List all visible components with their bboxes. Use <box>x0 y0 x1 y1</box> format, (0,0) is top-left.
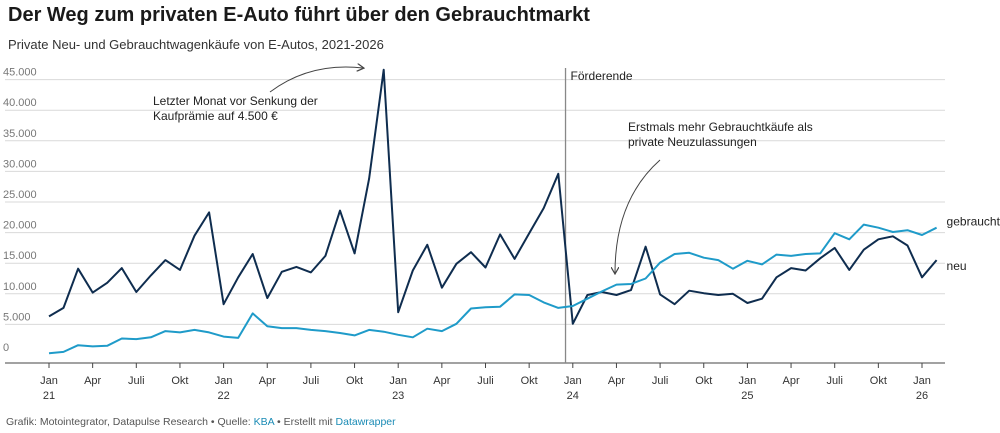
series-lines <box>48 68 938 355</box>
x-tick-label: Jan <box>739 375 757 387</box>
x-tick-label: Jan <box>40 375 58 387</box>
footer-middle: • Erstellt mit <box>274 416 336 428</box>
x-tick-label: Jan <box>564 375 582 387</box>
x-tick-label: Juli <box>826 375 843 387</box>
x-tick-label: Juli <box>477 375 494 387</box>
x-tick-label: Juli <box>303 375 320 387</box>
series-labels: neu gebraucht <box>947 215 1000 273</box>
chart-title: Der Weg zum privaten E-Auto führt über d… <box>8 4 590 26</box>
grid-lines <box>5 79 945 364</box>
annotation-peak-text: Letzter Monat vor Senkung der <box>153 94 318 108</box>
x-tick-label: Okt <box>521 375 538 387</box>
source-link[interactable]: KBA <box>253 416 275 428</box>
chart-subtitle: Private Neu- und Gebrauchtwagenkäufe von… <box>8 37 384 52</box>
x-tick-year: 26 <box>916 390 928 402</box>
x-tick-label: Apr <box>84 375 101 387</box>
series-label-gebraucht: gebraucht <box>947 215 1000 229</box>
y-tick-label: 10.000 <box>3 281 37 293</box>
x-tick-label: Apr <box>433 375 450 387</box>
series-line-gebraucht <box>48 223 938 355</box>
x-tick-year: 24 <box>567 390 579 402</box>
y-tick-label: 30.000 <box>3 158 37 170</box>
series-label-neu: neu <box>947 259 967 273</box>
datawrapper-link[interactable]: Datawrapper <box>335 416 396 428</box>
x-tick-label: Okt <box>695 375 712 387</box>
x-tick-label: Apr <box>259 375 276 387</box>
x-tick-label: Apr <box>782 375 799 387</box>
y-tick-label: 40.000 <box>3 97 37 109</box>
y-tick-label: 45.000 <box>3 67 37 79</box>
y-tick-label: 25.000 <box>3 189 37 201</box>
y-tick-label: 5.000 <box>3 311 31 323</box>
x-tick-label: Okt <box>346 375 363 387</box>
footer-prefix: Grafik: Motointegrator, Datapulse Resear… <box>6 416 254 428</box>
y-tick-label: 35.000 <box>3 128 37 140</box>
annotation-crossover-text: private Neuzulassungen <box>628 135 757 149</box>
x-tick-year: 25 <box>741 390 753 402</box>
x-tick-label: Okt <box>870 375 887 387</box>
annotation-crossover-arrow <box>615 159 661 273</box>
x-tick-label: Jan <box>913 375 931 387</box>
x-tick-label: Jan <box>389 375 407 387</box>
foerderende-marker: Förderende <box>564 68 633 363</box>
footer-credits: Grafik: Motointegrator, Datapulse Resear… <box>6 416 396 428</box>
x-tick-label: Jan <box>215 375 233 387</box>
x-tick-label: Okt <box>171 375 188 387</box>
annotations: Letzter Monat vor Senkung derKaufprämie … <box>153 67 813 273</box>
y-axis: 0 5.000 10.000 15.000 20.000 25.000 30.000 35.0… <box>3 67 37 354</box>
x-tick-year: 21 <box>43 390 55 402</box>
x-tick-label: Juli <box>128 375 145 387</box>
x-tick-label: Apr <box>608 375 625 387</box>
annotation-peak-text: Kaufprämie auf 4.500 € <box>153 109 278 123</box>
x-tick-year: 22 <box>217 390 229 402</box>
x-tick-label: Juli <box>652 375 669 387</box>
y-tick-label: 15.000 <box>3 250 37 262</box>
y-tick-label: 20.000 <box>3 220 37 232</box>
y-tick-label: 0 <box>3 342 9 354</box>
series-line-neu <box>48 68 938 325</box>
vline-label: Förderende <box>571 69 633 83</box>
x-tick-year: 23 <box>392 390 404 402</box>
annotation-crossover-text: Erstmals mehr Gebrauchtkäufe als <box>628 120 813 134</box>
x-axis: Jan 21 Apr Juli Okt Jan 22 Apr Juli Okt Jan 23 Apr Ju… <box>40 363 931 402</box>
annotation-peak-arrow <box>269 67 363 93</box>
